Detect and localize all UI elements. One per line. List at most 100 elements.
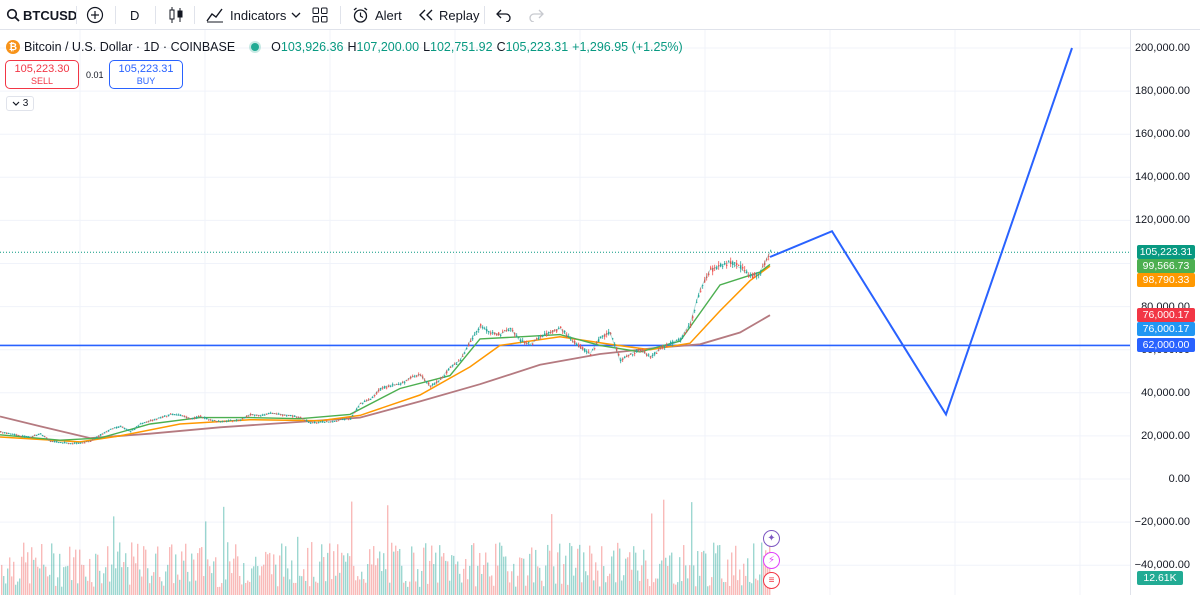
chevron-down-icon[interactable]	[291, 0, 301, 30]
candle-body	[476, 331, 478, 333]
volume-bar	[573, 575, 575, 595]
candle-body	[514, 332, 516, 335]
candle-body	[24, 435, 26, 437]
replay-button[interactable]: Replay	[418, 0, 479, 30]
volume-bar	[247, 580, 249, 595]
candle-body	[126, 428, 128, 430]
buy-button[interactable]: 105,223.31 BUY	[109, 60, 183, 89]
indicators-collapse-button[interactable]: 3	[6, 96, 34, 111]
volume-bar	[323, 557, 325, 595]
compare-symbol-button[interactable]	[86, 0, 104, 30]
layouts-button[interactable]	[312, 0, 328, 30]
candle-body	[492, 332, 494, 333]
us-flag-icon[interactable]: ≡	[763, 572, 780, 589]
candle-body	[586, 351, 588, 353]
volume-bar	[91, 582, 93, 595]
symbol-title[interactable]: Bitcoin / U.S. Dollar · 1D · COINBASE	[24, 40, 236, 54]
sell-button[interactable]: 105,223.30 SELL	[5, 60, 79, 89]
candle-body	[502, 331, 504, 333]
volume-bar	[507, 571, 509, 595]
price-chart[interactable]	[0, 0, 1130, 595]
volume-bar	[541, 580, 543, 595]
price-tick: 140,000.00	[1134, 171, 1190, 184]
candle-body	[40, 433, 42, 435]
candle-body	[220, 421, 222, 423]
volume-bar	[315, 581, 317, 595]
buy-price: 105,223.31	[118, 62, 174, 75]
volume-bar	[269, 552, 271, 595]
volume-bar	[279, 555, 281, 595]
candle-body	[180, 415, 182, 417]
candle-body	[384, 386, 386, 389]
candle-body	[736, 263, 738, 265]
candle-body	[236, 419, 238, 421]
candle-body	[572, 341, 574, 343]
candle-body	[628, 355, 630, 356]
alert-button[interactable]: Alert	[352, 0, 402, 30]
undo-button[interactable]	[496, 0, 512, 30]
candle-body	[360, 403, 362, 404]
volume-bar	[97, 554, 99, 595]
volume-bar	[301, 576, 303, 595]
candle-body	[374, 394, 376, 396]
chart-type-button[interactable]	[168, 0, 184, 30]
volume-bar	[235, 544, 237, 595]
candle-body	[108, 430, 110, 432]
volume-bar	[399, 548, 401, 595]
volume-bar	[641, 565, 643, 595]
candle-body	[504, 330, 506, 332]
candle-body	[760, 273, 762, 275]
volume-bar	[607, 576, 609, 595]
volume-bar	[499, 542, 501, 595]
candle-body	[716, 267, 718, 269]
volume-bar	[227, 542, 229, 595]
candle-body	[300, 416, 302, 418]
volume-bar	[77, 583, 79, 595]
candle-body	[378, 389, 380, 392]
candle-body	[538, 337, 540, 340]
indicators-button[interactable]: Indicators	[206, 0, 286, 30]
volume-bar	[501, 545, 503, 595]
volume-bar	[519, 557, 521, 595]
volume-bar	[53, 553, 55, 595]
volume-bar	[273, 554, 275, 595]
candle-body	[206, 418, 208, 420]
volume-bar	[169, 547, 171, 595]
candle-body	[342, 419, 344, 420]
candle-body	[340, 419, 342, 421]
volume-bar	[289, 579, 291, 595]
volume-bar	[181, 551, 183, 595]
candle-body	[606, 333, 608, 335]
volume-bar	[571, 546, 573, 595]
volume-bar	[13, 561, 15, 595]
volume-bar	[25, 562, 27, 595]
volume-bar	[421, 570, 423, 595]
candle-body	[22, 435, 24, 437]
price-scale[interactable]: 200,000.00 180,000.00 160,000.00 140,000.00…	[1130, 30, 1200, 595]
close-label: C	[496, 40, 506, 54]
candle-body	[310, 422, 312, 424]
candle-body	[396, 383, 398, 385]
price-tick: 200,000.00	[1134, 42, 1190, 54]
volume-bar	[237, 556, 239, 595]
candle-body	[226, 421, 228, 423]
candle-body	[692, 316, 694, 319]
redo-button[interactable]	[528, 0, 544, 30]
volume-bar	[49, 574, 51, 595]
symbol-search[interactable]: BTCUSD	[6, 0, 77, 30]
volume-bar	[761, 542, 763, 595]
volume-bar	[683, 545, 685, 595]
candle-body	[192, 418, 194, 420]
candle-body	[214, 420, 216, 421]
volume-bar	[493, 585, 495, 595]
volume-bar	[611, 556, 613, 595]
interval-button[interactable]: D	[130, 7, 140, 23]
lightning-icon[interactable]: ⚡	[763, 552, 780, 569]
candle-body	[400, 383, 402, 385]
sparkle-icon[interactable]: ✦	[763, 530, 780, 547]
volume-bar	[485, 552, 487, 595]
candle-body	[578, 344, 580, 348]
volume-bar	[275, 564, 277, 595]
volume-bar	[375, 565, 377, 595]
candle-body	[104, 432, 106, 434]
